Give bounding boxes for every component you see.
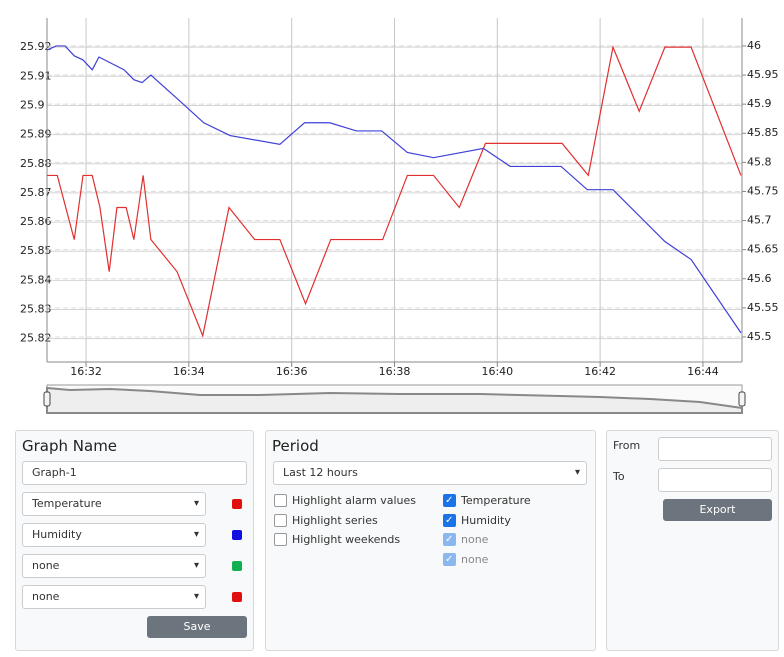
series-checkbox: none (443, 552, 488, 566)
x-tick-label: 16:40 (481, 365, 513, 378)
from-input[interactable] (658, 437, 772, 461)
y2-tick-label: 45.6 (747, 272, 772, 285)
series-checkbox: none (443, 533, 488, 546)
chart: 25.82 25.83 25.84 25.85 25.86 25.87 25.88 25.89… (20, 18, 779, 414)
y-tick-label: 25.86 (20, 215, 52, 228)
series-select[interactable]: none (22, 554, 206, 578)
series-select[interactable]: none (22, 585, 206, 609)
y-tick-label: 25.82 (20, 332, 52, 345)
x-tick-label: 16:36 (276, 365, 308, 378)
y2-tick-label: 45.85 (747, 126, 779, 139)
period-select[interactable]: Last 12 hours (273, 461, 587, 485)
series-checkbox[interactable]: Humidity (443, 513, 511, 527)
series-color[interactable] (232, 530, 242, 540)
export-button[interactable]: Export (663, 499, 772, 521)
to-input[interactable] (658, 468, 772, 492)
series-select[interactable]: Humidity (22, 523, 206, 547)
graph-panel: Graph Name Graph-1 Temperature Humidity no… (15, 430, 254, 651)
option-checkbox[interactable]: Highlight series (274, 513, 378, 527)
series-color[interactable] (232, 499, 242, 509)
x-tick-label: 16:44 (687, 365, 719, 378)
y2-tick-label: 45.8 (747, 155, 772, 168)
y-tick-label: 25.85 (20, 244, 52, 257)
y-tick-label: 25.88 (20, 157, 52, 170)
y2-tick-label: 45.9 (747, 97, 772, 110)
x-tick-label: 16:32 (70, 365, 102, 378)
option-checkbox[interactable]: Highlight alarm values (274, 494, 416, 507)
from-label: From (613, 439, 641, 452)
panel-title: Graph Name (22, 437, 118, 455)
save-button[interactable]: Save (147, 616, 247, 638)
series-color[interactable] (232, 592, 242, 602)
series-line (46, 45, 742, 334)
option-checkbox[interactable]: Highlight weekends (274, 533, 400, 546)
export-panel: From To Export (606, 430, 779, 651)
x-tick-label: 16:34 (173, 365, 205, 378)
series-line (47, 45, 742, 338)
panel-title: Period (272, 437, 319, 455)
navigator-handle[interactable] (43, 391, 51, 407)
y2-tick-label: 45.5 (747, 330, 772, 343)
y2-tick-label: 45.65 (747, 243, 779, 256)
y-tick-label: 25.92 (20, 40, 52, 53)
y2-tick-label: 45.7 (747, 214, 772, 227)
navigator-handle[interactable] (738, 391, 746, 407)
series-color[interactable] (232, 561, 242, 571)
y-tick-label: 25.83 (20, 303, 52, 316)
name-input[interactable]: Graph-1 (22, 461, 247, 485)
navigator-series (46, 386, 743, 414)
to-label: To (613, 470, 625, 483)
y-tick-label: 25.87 (20, 186, 52, 199)
x-tick-label: 16:38 (379, 365, 411, 378)
series-checkbox[interactable]: Temperature (443, 494, 531, 507)
y-tick-label: 25.9 (20, 98, 45, 111)
y2-tick-label: 45.75 (747, 184, 779, 197)
y-tick-label: 25.84 (20, 273, 52, 286)
x-tick-label: 16:42 (584, 365, 616, 378)
y-tick-label: 25.91 (20, 69, 52, 82)
series-select[interactable]: Temperature (22, 492, 206, 516)
y-tick-label: 25.89 (20, 128, 52, 141)
y2-tick-label: 45.55 (747, 301, 779, 314)
y2-tick-label: 45.95 (747, 68, 779, 81)
period-panel: Period Last 12 hours Highlight alarm val… (265, 430, 596, 651)
y2-tick-label: 46 (747, 39, 761, 52)
